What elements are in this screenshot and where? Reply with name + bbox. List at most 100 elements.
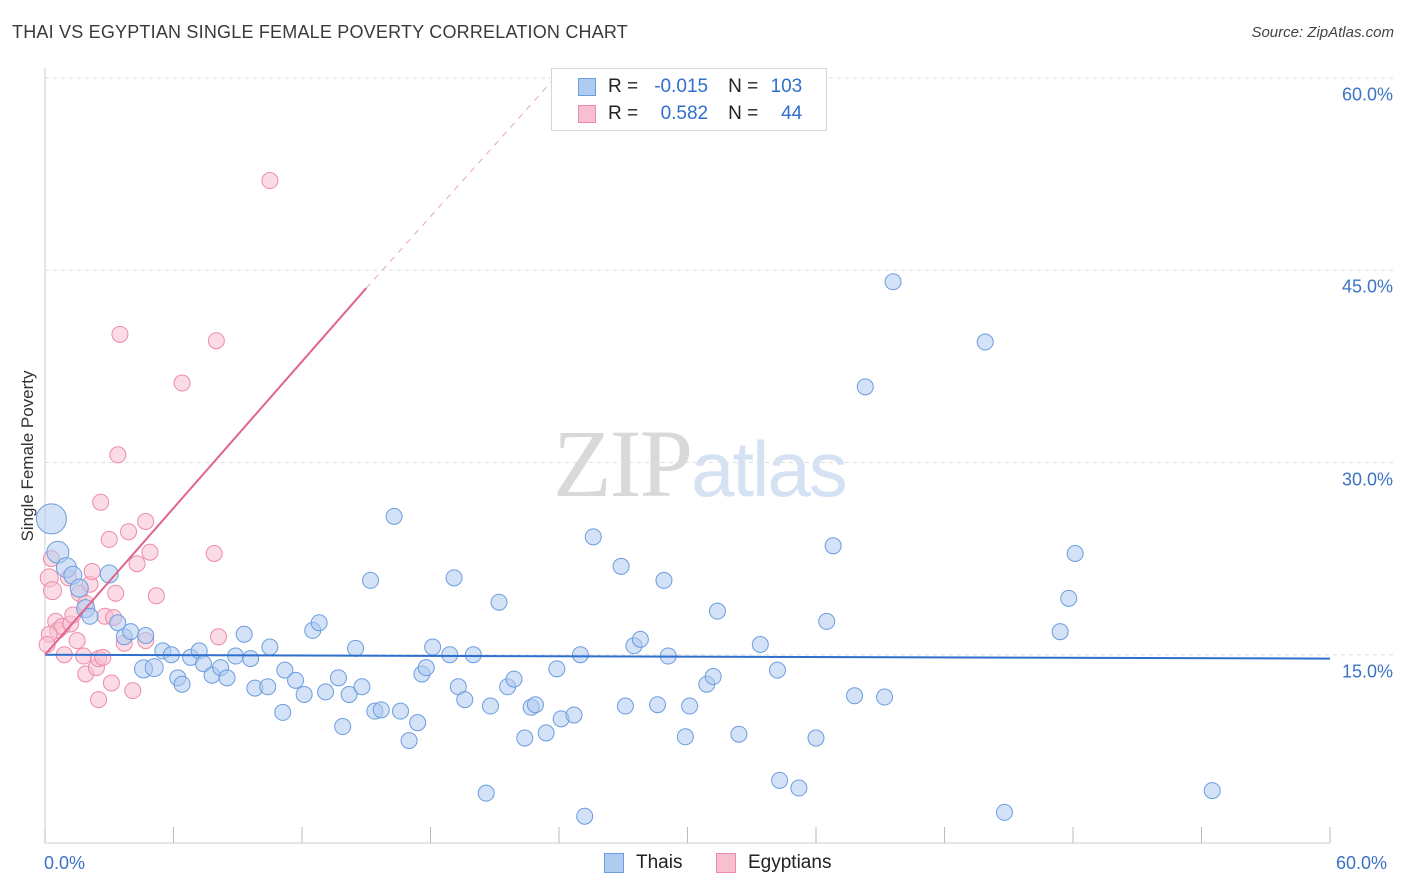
thais-point xyxy=(768,661,786,679)
egyptians-n-value: 44 xyxy=(781,103,803,124)
thais-point xyxy=(392,702,410,720)
thais-point xyxy=(704,668,722,686)
thais-point xyxy=(1066,544,1084,562)
thais-point xyxy=(516,729,534,747)
legend-row-thais: R = -0.015 N = 103 xyxy=(578,76,802,98)
thais-point xyxy=(631,630,649,648)
egyptians-point xyxy=(124,682,142,700)
egyptians-point xyxy=(75,647,93,665)
y-tick-label: 30.0% xyxy=(1341,469,1393,489)
thais-point xyxy=(612,557,630,575)
trend-layer xyxy=(44,77,1331,660)
legend-item-egyptians[interactable]: Egyptians xyxy=(716,852,831,874)
thais-point xyxy=(400,732,418,750)
egyptians-point xyxy=(102,674,120,692)
thais-point xyxy=(340,685,358,703)
thais-point xyxy=(261,638,279,656)
egyptians-point xyxy=(205,544,223,562)
egyptians-trend-extension xyxy=(365,77,556,289)
thais-point xyxy=(477,784,495,802)
thais-point xyxy=(456,691,474,709)
thais-point xyxy=(274,703,292,721)
legend-row-egyptians: R = 0.582 N = 44 xyxy=(578,103,802,125)
thais-point xyxy=(218,669,236,687)
egyptians-point xyxy=(141,543,159,561)
thais-point xyxy=(235,625,253,643)
thais-point xyxy=(441,646,459,664)
egyptians-point xyxy=(42,581,62,601)
thais-point xyxy=(548,660,566,678)
thais-trend-line xyxy=(44,653,1331,660)
egyptians-point xyxy=(109,446,127,464)
thais-point xyxy=(884,273,902,291)
source-label: Source: ZipAtlas.com xyxy=(1251,24,1394,41)
thais-point xyxy=(790,779,808,797)
thais-point xyxy=(109,614,127,632)
correlation-legend: R = -0.015 N = 103 R = 0.582 N = 44 xyxy=(551,68,827,131)
thais-point xyxy=(505,670,523,688)
thais-point xyxy=(571,646,589,664)
chart-title: THAI VS EGYPTIAN SINGLE FEMALE POVERTY C… xyxy=(12,22,629,42)
thais-point xyxy=(681,697,699,715)
thais-point xyxy=(565,706,583,724)
egyptians-point xyxy=(83,562,101,580)
thais-point xyxy=(122,623,140,641)
thais-point xyxy=(424,638,442,656)
thais-point xyxy=(751,635,769,653)
thais-point xyxy=(824,537,842,555)
egyptians-point xyxy=(107,584,125,602)
egyptians-point xyxy=(147,587,165,605)
thais-point xyxy=(259,678,277,696)
egyptians-point xyxy=(261,172,279,190)
thais-point xyxy=(329,669,347,687)
thais-point xyxy=(287,671,305,689)
thais-point xyxy=(353,678,371,696)
thais-point xyxy=(649,696,667,714)
thais-legend-swatch xyxy=(604,853,624,873)
thais-point xyxy=(807,729,825,747)
n-label: N = xyxy=(728,103,759,124)
thais-point xyxy=(317,683,335,701)
thais-point xyxy=(69,578,89,598)
thais-r-value: -0.015 xyxy=(654,76,709,97)
thais-point xyxy=(856,378,874,396)
thais-point xyxy=(276,661,294,679)
thais-point xyxy=(576,807,594,825)
thais-point xyxy=(876,688,894,706)
thais-point xyxy=(173,675,191,693)
egyptians-point xyxy=(128,555,146,573)
thais-n-value: 103 xyxy=(770,76,803,97)
axis-layer xyxy=(44,68,1331,844)
egyptians-point xyxy=(209,628,227,646)
thais-point xyxy=(730,725,748,743)
thais-point xyxy=(655,571,673,589)
y-tick-label: 60.0% xyxy=(1341,84,1393,105)
thais-point xyxy=(295,685,313,703)
legend-item-thais[interactable]: Thais xyxy=(604,852,682,874)
thais-point xyxy=(242,650,260,668)
x-tick-label-max: 60.0% xyxy=(1336,853,1388,873)
r-label: R = xyxy=(608,103,639,124)
thais-point xyxy=(1060,589,1078,607)
thais-point xyxy=(464,646,482,664)
thais-point xyxy=(334,718,352,736)
egyptians-point xyxy=(173,374,191,392)
egyptians-point xyxy=(111,325,129,343)
thais-point xyxy=(137,627,155,645)
egyptians-point xyxy=(92,493,110,511)
thais-point xyxy=(584,528,602,546)
thais-swatch xyxy=(578,78,596,96)
egyptians-point xyxy=(120,523,138,541)
egyptians-trend-line xyxy=(44,287,368,656)
thais-point xyxy=(846,687,864,705)
thais-point xyxy=(481,697,499,715)
y-tick-label: 15.0% xyxy=(1341,661,1393,682)
thais-point xyxy=(310,614,328,632)
thais-point xyxy=(362,571,380,589)
thais-point xyxy=(409,714,427,732)
thais-point xyxy=(81,607,99,625)
thais-point xyxy=(35,503,67,535)
egyptians-point xyxy=(94,648,112,666)
thais-point xyxy=(144,658,164,678)
